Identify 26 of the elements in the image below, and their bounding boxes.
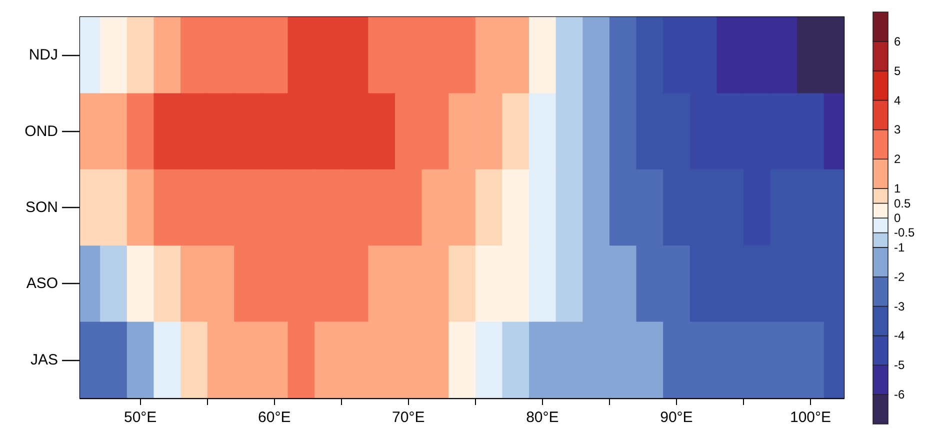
x-tick-label: 60°E (258, 409, 291, 426)
color-bar-label: -4 (894, 328, 905, 343)
color-bar-label: 0 (894, 211, 901, 225)
color-bar-label: 3 (894, 122, 901, 137)
y-tick-label: OND (24, 122, 58, 140)
color-bar-label: 4 (894, 93, 901, 108)
x-tick-label: 90°E (660, 409, 693, 426)
color-bar-label: -6 (894, 388, 905, 402)
y-tick-label: JAS (30, 351, 58, 368)
color-bar-label: -1 (894, 240, 905, 254)
color-bar-label: 6 (894, 34, 901, 48)
color-bar-label: -3 (894, 299, 905, 314)
y-tick-label: NDJ (28, 46, 58, 64)
x-tick-label: 100°E (790, 409, 832, 426)
color-bar-label: 2 (894, 152, 901, 166)
x-tick-label: 80°E (526, 409, 559, 426)
color-bar-label: -2 (894, 270, 905, 284)
y-tick-label: SON (25, 199, 58, 216)
color-bar-label: -0.5 (894, 226, 916, 240)
color-bar-label: -5 (894, 358, 905, 372)
x-tick-label: 70°E (392, 409, 425, 426)
y-tick-label: ASO (26, 275, 58, 292)
color-bar-label: 5 (894, 64, 901, 78)
x-tick-label: 50°E (124, 409, 157, 426)
color-bar-label: 1 (894, 182, 901, 196)
color-bar-label: 0.5 (894, 196, 912, 210)
